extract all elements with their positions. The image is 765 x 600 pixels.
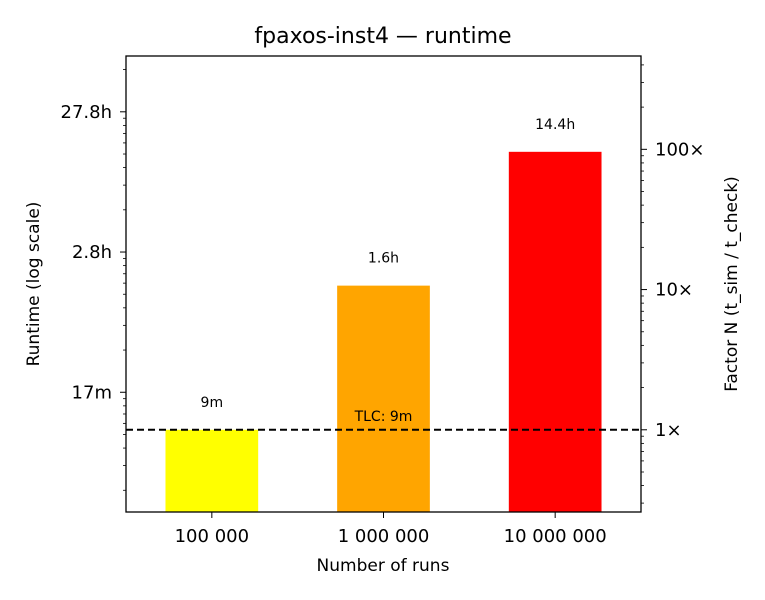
- bar-value-label: 1.6h: [368, 251, 399, 267]
- y-tick-label: 17m: [72, 382, 112, 403]
- x-tick-label: 10 000 000: [504, 526, 607, 547]
- bar-value-label: 9m: [201, 395, 224, 411]
- plot-area: 9m 100 000 1.6h 1 000 000 14.4h 10 000 000 TLC…: [61, 64, 704, 547]
- right-tick-label: 1×: [655, 420, 682, 441]
- bar: [337, 285, 430, 512]
- reference-line-label: TLC: 9m: [354, 409, 413, 425]
- y-axis-right-label: Factor N (t_sim / t_check): [722, 176, 742, 392]
- x-tick-label: 100 000: [175, 526, 249, 547]
- bar: [165, 429, 259, 512]
- right-tick-label: 100×: [655, 139, 704, 160]
- right-tick-label: 10×: [655, 280, 693, 301]
- chart-title: fpaxos-inst4 — runtime: [254, 24, 511, 49]
- y-tick-label: 27.8h: [61, 102, 113, 123]
- y-tick-label: 2.8h: [72, 242, 112, 263]
- bar-value-label: 14.4h: [535, 117, 575, 133]
- y-axis-label: Runtime (log scale): [24, 202, 44, 367]
- x-tick-label: 1 000 000: [338, 526, 430, 547]
- plot-frame: [125, 55, 642, 513]
- bar: [508, 151, 602, 513]
- x-axis-label: Number of runs: [317, 556, 450, 576]
